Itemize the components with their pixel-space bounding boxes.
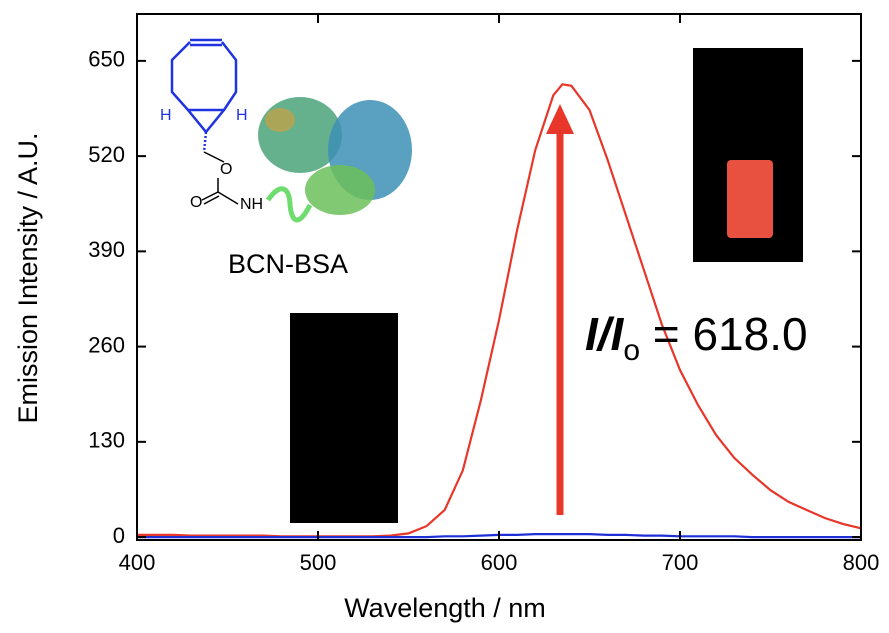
series-line <box>137 533 861 539</box>
annotation: I/Io = 618.0 <box>585 308 808 367</box>
x-tick-label: 500 <box>300 550 337 575</box>
x-tick-label: 600 <box>481 550 518 575</box>
protein <box>265 108 295 132</box>
x-tick-label: 800 <box>843 550 880 575</box>
ring <box>170 41 238 112</box>
bond <box>187 109 207 133</box>
atom-label: H <box>160 107 172 124</box>
atom-label: O <box>220 161 232 178</box>
annotation-ratio: I/I <box>585 308 625 360</box>
structure-inset <box>170 38 412 223</box>
bond <box>217 178 239 205</box>
bond <box>205 109 225 133</box>
protein <box>305 165 375 215</box>
x-axis-title: Wavelength / nm <box>344 593 546 623</box>
y-axis-title: Emission Intensity / A.U. <box>13 132 43 423</box>
increase-arrow-head <box>546 104 574 134</box>
vial-glow <box>727 160 773 238</box>
bond <box>201 191 219 201</box>
x-tick-label: 700 <box>662 550 699 575</box>
inset-label: BCN-BSA <box>228 249 348 279</box>
x-tick-label: 400 <box>119 550 156 575</box>
plot-area: 400 500 600 700 800 0 130 260 390 520 650 <box>88 13 880 575</box>
vial-photo-before <box>290 313 398 523</box>
annotation-subscript: o <box>623 334 640 367</box>
y-tick-label: 390 <box>88 237 125 262</box>
atom-label: H <box>236 107 248 124</box>
y-tick-label: 260 <box>88 332 125 357</box>
bond <box>203 151 225 163</box>
y-tick-label: 130 <box>88 428 125 453</box>
bond <box>202 131 208 153</box>
atom-label: NH <box>240 196 263 213</box>
y-tick-label: 520 <box>88 142 125 167</box>
series-line <box>137 83 862 538</box>
annotation-value: = 618.0 <box>640 308 808 360</box>
linker <box>265 186 313 223</box>
atom-labels: H H O O NH <box>160 107 263 213</box>
bond <box>203 195 220 205</box>
atom-label: O <box>190 194 202 211</box>
y-tick-label: 650 <box>88 47 125 72</box>
y-tick-label: 0 <box>113 523 125 548</box>
